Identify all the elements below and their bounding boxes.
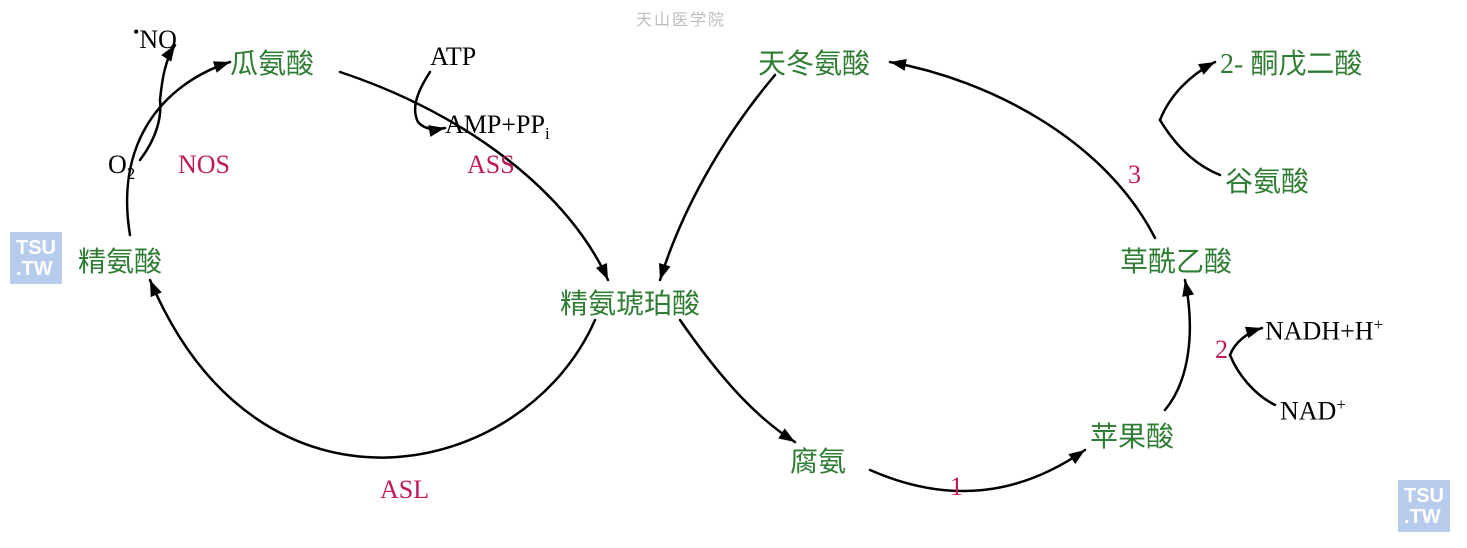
watermark-box-right-line2: .TW (1404, 507, 1444, 528)
arrow-oaa_to_asp-head (890, 59, 907, 71)
enzyme-nos: NOS (178, 150, 230, 180)
node-arg-succinate: 精氨琥珀酸 (560, 282, 700, 322)
cofactor-nad-base: NAD (1280, 397, 1336, 426)
watermark-top: 天山医学院 (636, 6, 726, 30)
node-alpha-kg: 2- 酮戊二酸 (1220, 42, 1362, 82)
node-fumarate: 腐氨 (790, 440, 846, 480)
watermark-box-left: TSU .TW (10, 232, 62, 284)
cofactor-atp: ATP (430, 42, 476, 72)
cofactor-nadh-sup: + (1374, 315, 1384, 334)
arrow-cit_to_as-head (596, 263, 608, 280)
arrow-oaa_to_asp (890, 62, 1155, 238)
cofactor-no-text: NO (139, 25, 177, 54)
arrow-nad_in (1230, 355, 1275, 405)
watermark-box-left-line2: .TW (16, 259, 56, 280)
cofactor-amp-ppi-base: AMP+PP (445, 110, 545, 139)
node-aspartate: 天冬氨酸 (758, 42, 870, 82)
arrow-mal_to_oaa-head (1182, 280, 1194, 297)
cofactor-nadh-base: NADH+H (1265, 317, 1374, 346)
arrow-arg_to_cit (127, 62, 230, 235)
node-oxaloacetate: 草酰乙酸 (1120, 240, 1232, 280)
watermark-box-right-line1: TSU (1404, 486, 1444, 507)
cofactor-nad-sup: + (1336, 395, 1346, 414)
arrow-glu_in (1160, 120, 1220, 175)
cofactor-o2-sub: 2 (127, 164, 135, 183)
arrow-nadh_out (1230, 328, 1262, 355)
watermark-box-left-line1: TSU (16, 238, 56, 259)
node-malate: 苹果酸 (1090, 415, 1174, 455)
cofactor-amp-ppi: AMP+PPi (445, 110, 550, 144)
arrow-nadh_out-head (1245, 327, 1262, 339)
arrow-arg_to_cit-head (213, 61, 230, 72)
enzyme-3: 3 (1128, 160, 1141, 190)
arrow-as_to_arg-head (150, 280, 162, 297)
node-glutamate: 谷氨酸 (1225, 160, 1309, 200)
arrow-amp_out-head (428, 125, 445, 137)
cofactor-o2-base: O (108, 150, 127, 179)
arrow-atp_in (415, 72, 430, 122)
cofactor-amp-ppi-sub: i (545, 124, 550, 143)
enzyme-asl: ASL (380, 475, 429, 505)
enzyme-ass: ASS (467, 150, 515, 180)
enzyme-2: 2 (1215, 335, 1228, 365)
arrow-fum_to_mal-head (1068, 450, 1085, 464)
arrow-fum_to_mal (870, 450, 1085, 491)
cofactor-nad: NAD+ (1280, 395, 1346, 427)
arrow-akg_out-head (1198, 62, 1215, 75)
arrow-as_to_arg (150, 280, 595, 458)
watermark-box-right: TSU .TW (1398, 480, 1450, 532)
arrow-layer (0, 0, 1467, 548)
cofactor-nadh: NADH+H+ (1265, 315, 1383, 347)
arrow-asp_to_as (660, 75, 775, 280)
node-arginine: 精氨酸 (78, 240, 162, 280)
arrow-as_to_fum (680, 320, 795, 442)
arrow-asp_to_as-head (659, 263, 670, 280)
cofactor-o2: O2 (108, 150, 135, 184)
cofactor-no-radical: •NO (133, 25, 177, 55)
node-citrulline: 瓜氨酸 (230, 42, 314, 82)
enzyme-1: 1 (950, 472, 963, 502)
arrow-mal_to_oaa (1165, 280, 1190, 410)
